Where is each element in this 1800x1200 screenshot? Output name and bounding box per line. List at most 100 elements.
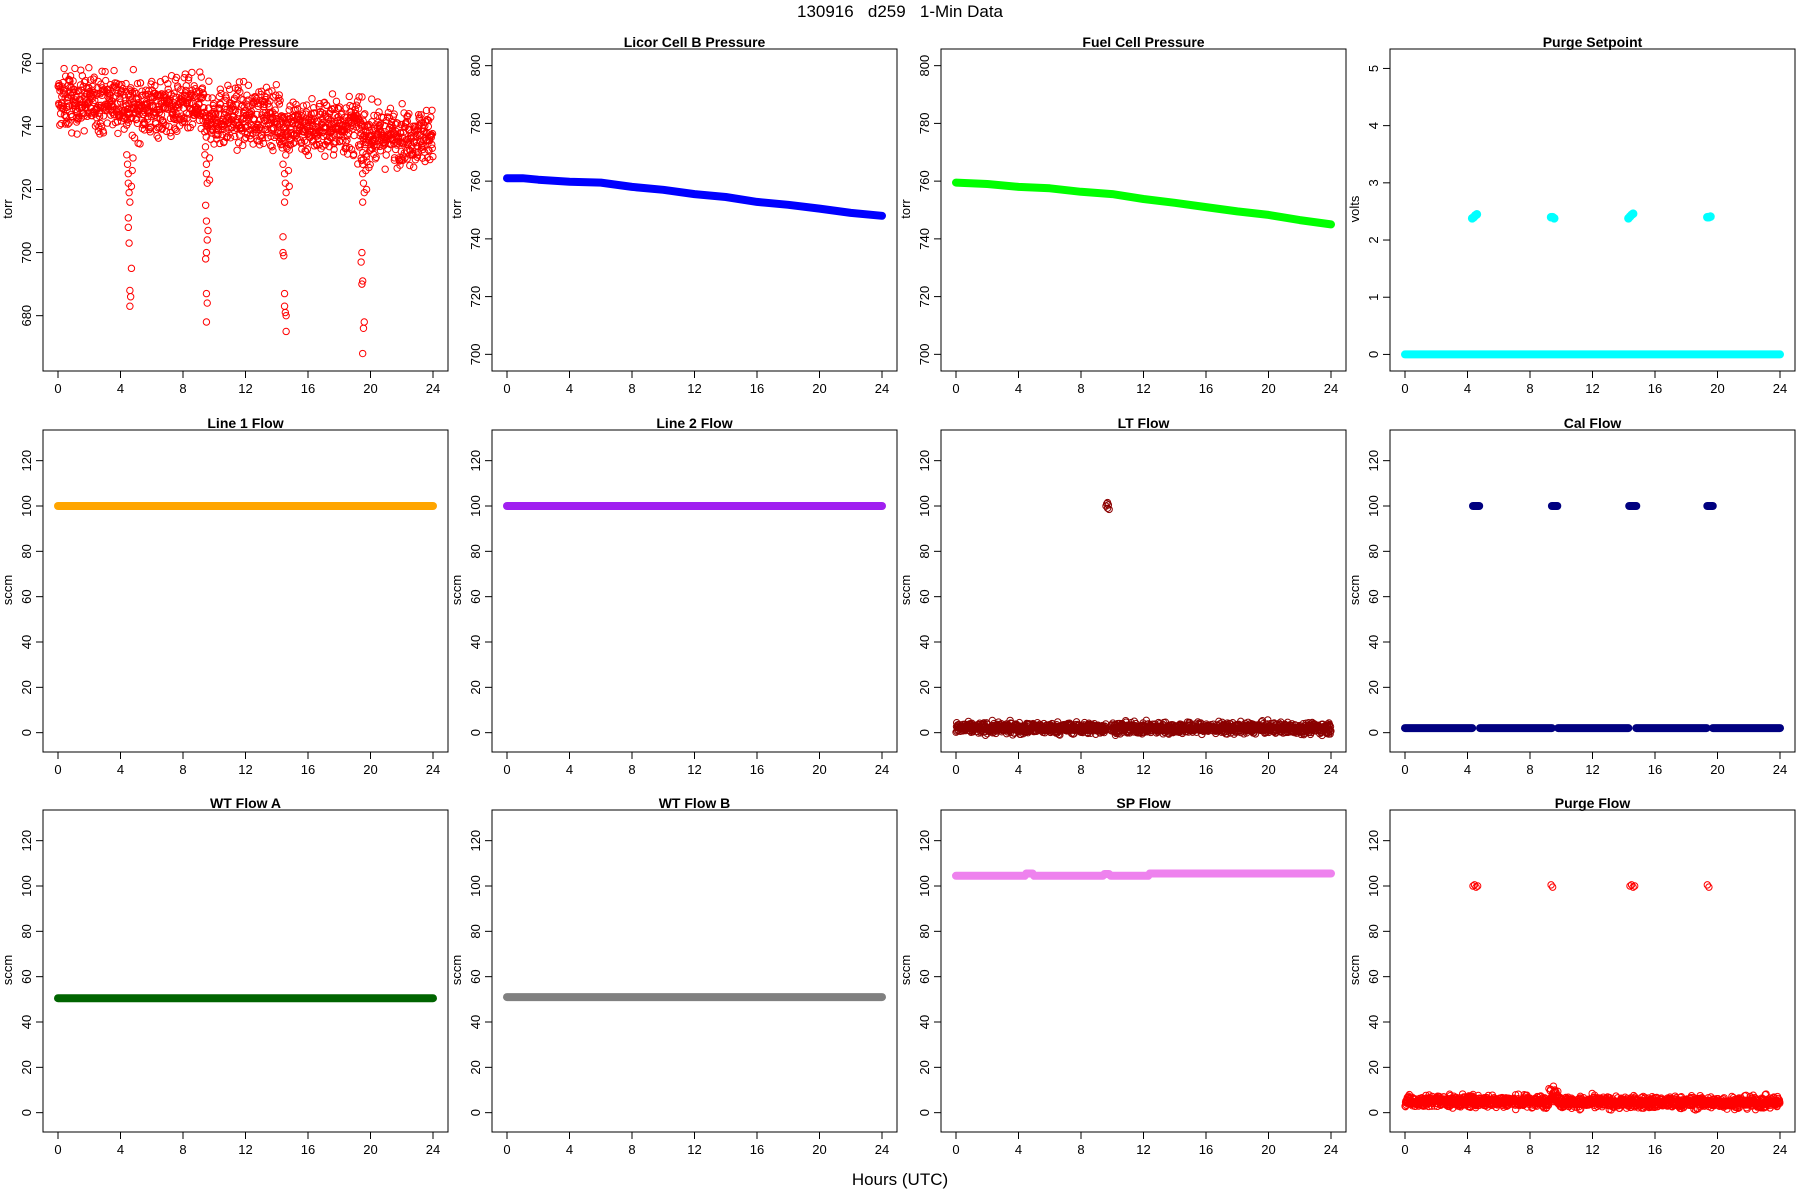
data-point bbox=[1103, 498, 1112, 507]
x-tick-label: 12 bbox=[687, 1142, 701, 1157]
data-point bbox=[403, 117, 412, 126]
data-point bbox=[356, 140, 365, 149]
x-tick-label: 24 bbox=[1324, 381, 1338, 396]
x-tick-label: 8 bbox=[628, 762, 635, 777]
x-tick-label: 4 bbox=[1464, 1142, 1471, 1157]
x-tick-label: 24 bbox=[875, 1142, 889, 1157]
x-tick-label: 8 bbox=[179, 762, 186, 777]
x-tick-label: 8 bbox=[179, 1142, 186, 1157]
data-point bbox=[124, 223, 133, 232]
x-tick-label: 16 bbox=[301, 1142, 315, 1157]
y-axis-label: sccm bbox=[898, 955, 913, 985]
data-point bbox=[1326, 722, 1335, 731]
data-point bbox=[301, 137, 309, 145]
data-point bbox=[114, 129, 122, 138]
data-point bbox=[353, 97, 362, 105]
data-point bbox=[427, 131, 436, 139]
data-point bbox=[352, 123, 360, 131]
data-point bbox=[68, 129, 76, 137]
data-point bbox=[238, 124, 246, 133]
data-point bbox=[236, 123, 245, 132]
y-tick-label: 4 bbox=[1366, 122, 1381, 129]
y-tick-label: 740 bbox=[468, 228, 483, 250]
data-point bbox=[268, 143, 276, 151]
plot-frame bbox=[1389, 809, 1796, 1133]
y-tick-label: 40 bbox=[468, 1015, 483, 1029]
data-point bbox=[201, 255, 210, 263]
data-point bbox=[390, 110, 398, 118]
x-tick-label: 8 bbox=[1526, 762, 1533, 777]
data-point bbox=[124, 214, 133, 222]
y-tick-label: 100 bbox=[1366, 495, 1381, 517]
x-tick-label: 4 bbox=[566, 762, 573, 777]
data-point bbox=[154, 134, 163, 142]
y-axis-label: sccm bbox=[0, 955, 15, 985]
x-tick-label: 0 bbox=[952, 762, 959, 777]
y-tick-label: 40 bbox=[1366, 1015, 1381, 1029]
plot-frame bbox=[42, 809, 449, 1133]
data-point bbox=[332, 138, 340, 146]
data-point bbox=[208, 94, 216, 102]
x-tick-label: 0 bbox=[54, 762, 61, 777]
data-point bbox=[127, 264, 136, 273]
x-tick-label: 16 bbox=[750, 381, 764, 396]
data-point bbox=[172, 125, 180, 134]
data-point bbox=[167, 132, 175, 141]
data-point bbox=[64, 120, 72, 128]
data-point bbox=[357, 258, 365, 266]
y-tick-label: 120 bbox=[19, 450, 34, 472]
x-tick-label: 24 bbox=[426, 1142, 440, 1157]
data-layer bbox=[1401, 209, 1784, 359]
data-layer bbox=[54, 63, 437, 358]
y-tick-label: 60 bbox=[19, 969, 34, 983]
data-point bbox=[372, 153, 380, 161]
data-point bbox=[166, 129, 174, 137]
y-tick-label: 80 bbox=[19, 924, 34, 938]
data-point bbox=[280, 252, 288, 260]
y-tick-label: 60 bbox=[917, 589, 932, 603]
data-point bbox=[1473, 882, 1482, 890]
data-point bbox=[128, 166, 136, 175]
data-series-line bbox=[503, 174, 886, 220]
data-point bbox=[256, 141, 264, 149]
data-point bbox=[127, 182, 136, 191]
data-point bbox=[400, 140, 408, 148]
plot-frame bbox=[491, 809, 898, 1133]
data-point bbox=[302, 108, 311, 116]
x-tick-label: 0 bbox=[952, 381, 959, 396]
data-point bbox=[172, 73, 181, 82]
y-tick-label: 0 bbox=[19, 1109, 34, 1116]
data-point bbox=[293, 105, 302, 113]
data-point bbox=[146, 102, 154, 110]
data-point bbox=[103, 119, 112, 127]
y-axis-label: sccm bbox=[0, 575, 15, 605]
data-point bbox=[130, 87, 139, 96]
data-point bbox=[216, 139, 224, 148]
data-point bbox=[362, 166, 370, 175]
data-point bbox=[1776, 1099, 1784, 1107]
x-tick-label: 24 bbox=[426, 381, 440, 396]
data-point bbox=[405, 109, 413, 118]
data-point bbox=[279, 233, 287, 241]
data-point bbox=[101, 76, 110, 85]
data-point bbox=[233, 146, 241, 154]
data-point bbox=[246, 109, 254, 117]
y-tick-label: 60 bbox=[1366, 969, 1381, 983]
data-point bbox=[1626, 882, 1634, 890]
x-tick-label: 12 bbox=[1136, 762, 1150, 777]
data-point bbox=[412, 138, 421, 147]
data-point bbox=[302, 101, 311, 109]
data-point bbox=[222, 94, 231, 102]
y-tick-label: 760 bbox=[468, 170, 483, 192]
data-point bbox=[184, 76, 193, 84]
data-point bbox=[1470, 881, 1479, 889]
data-point bbox=[196, 68, 204, 76]
data-point bbox=[205, 77, 213, 85]
data-point bbox=[398, 100, 406, 108]
data-point bbox=[428, 140, 436, 149]
x-tick-label: 0 bbox=[54, 1142, 61, 1157]
x-tick-label: 4 bbox=[1015, 381, 1022, 396]
data-point bbox=[244, 81, 253, 89]
